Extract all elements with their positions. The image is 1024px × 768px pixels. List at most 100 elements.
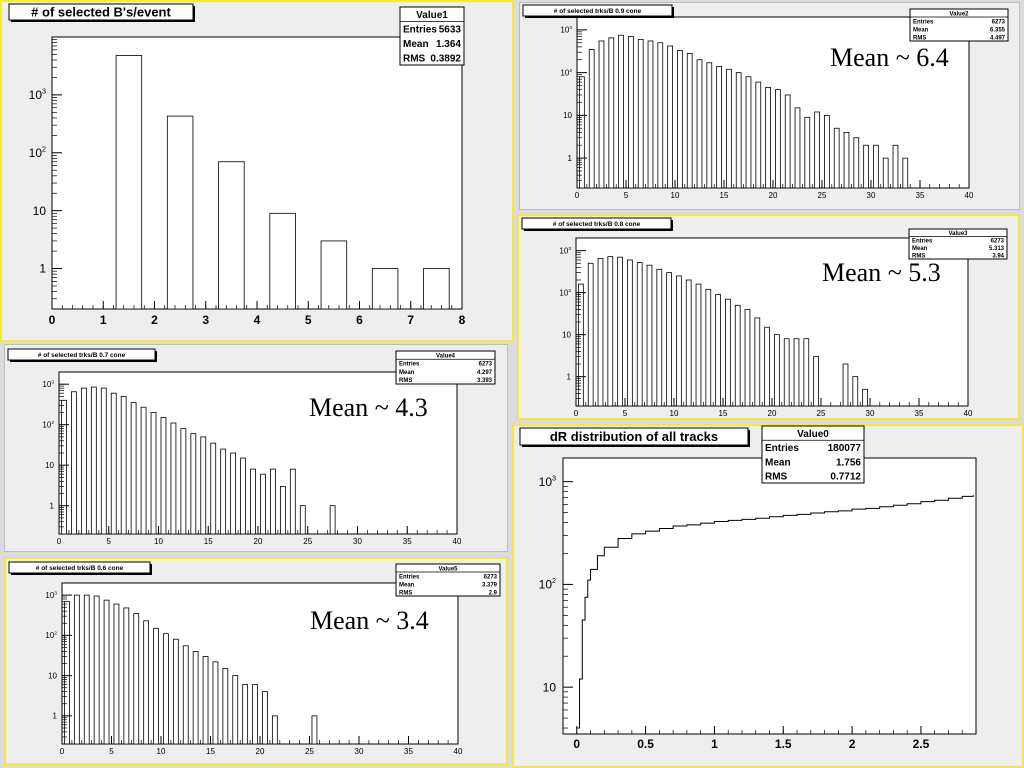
stats-label: Entries — [765, 443, 799, 454]
y-tick-label: 10 — [45, 461, 54, 470]
x-tick-label: 25 — [818, 191, 827, 200]
chart-p2: 0 5 10 15 20 25 30 35 40 1 10 102 103 # of selected t… — [522, 4, 1009, 200]
histogram-bar — [73, 594, 80, 745]
histogram-bar — [726, 68, 732, 189]
y-tick-label: 1 — [568, 154, 573, 163]
mean-annotation-p4: Mean ~ 4.3 — [309, 393, 428, 422]
histogram-bar — [646, 264, 653, 407]
histogram-bar — [617, 256, 623, 407]
histogram-bar — [271, 715, 278, 745]
histogram-bar — [647, 40, 654, 189]
stats-box — [399, 6, 465, 66]
stats-label: RMS — [399, 590, 412, 596]
y-tick-label: 10 — [48, 671, 57, 680]
x-tick-label: 0 — [60, 747, 65, 756]
histogram-bar — [150, 412, 157, 535]
x-tick-label: 6 — [356, 313, 363, 327]
histogram-bar — [765, 87, 771, 189]
chart-title: # of selected B's/event — [31, 5, 171, 20]
x-tick-label: 15 — [719, 409, 728, 418]
histogram-bar — [262, 691, 268, 745]
histogram-bar — [163, 633, 169, 745]
histogram-bar — [734, 304, 741, 407]
histogram-bar — [90, 386, 97, 535]
histogram-bar — [803, 338, 810, 407]
dr-distribution-line — [576, 495, 974, 729]
histogram-bar — [784, 94, 791, 189]
stats-label: Entries — [399, 574, 420, 580]
y-tick-label: 103 — [29, 87, 46, 102]
title-box — [7, 348, 156, 361]
stats-value: 5.313 — [989, 246, 1005, 252]
histogram-bar — [93, 595, 100, 745]
stats-label: Mean — [765, 457, 791, 468]
histogram-bar — [103, 599, 110, 745]
histogram-bar — [113, 603, 120, 745]
y-tick-label: 103 — [539, 473, 556, 488]
histogram-bar — [814, 111, 820, 189]
histogram-bar — [666, 272, 672, 407]
histogram-bar — [202, 656, 209, 745]
stats-label: Mean — [399, 370, 415, 376]
x-tick-label: 30 — [866, 409, 875, 418]
stats-name: Value2 — [949, 11, 969, 17]
histogram-bar — [588, 48, 595, 189]
x-tick-label: 40 — [454, 747, 463, 756]
histogram-bar — [71, 391, 77, 535]
histogram-bar — [153, 627, 159, 745]
stats-value: 3.393 — [477, 378, 493, 384]
stats-box — [761, 425, 865, 484]
histogram-bar — [824, 114, 830, 189]
x-tick-label: 40 — [453, 537, 462, 546]
histogram-bar — [882, 157, 889, 189]
histogram-bar — [657, 42, 664, 189]
histogram-bar — [578, 283, 584, 407]
histogram-bar — [180, 428, 187, 535]
chart-p1: 0 1 2 3 4 5 6 7 8 1 10 102 103 # of selected B's/even… — [8, 3, 466, 327]
x-tick-label: 20 — [769, 191, 778, 200]
x-tick-label: 35 — [915, 409, 924, 418]
histogram-bar — [160, 417, 167, 535]
x-tick-label: 2 — [151, 313, 158, 327]
x-tick-label: 30 — [867, 191, 876, 200]
histogram-bar — [716, 65, 722, 189]
stats-value: 6273 — [479, 362, 493, 368]
histogram-bar — [744, 308, 751, 407]
y-tick-label: 10 — [543, 680, 557, 694]
histogram-bar — [754, 317, 761, 407]
histogram-bar — [212, 661, 219, 745]
histogram-bar — [636, 262, 643, 407]
plot-frame — [562, 457, 977, 735]
histogram-bar — [289, 468, 296, 535]
stats-value: 3.94 — [992, 254, 1004, 260]
x-tick-label: 35 — [404, 747, 413, 756]
histogram-bar — [764, 326, 770, 407]
histogram-bar — [260, 473, 266, 535]
histogram-bar — [329, 505, 336, 535]
stats-value: 6273 — [484, 574, 498, 580]
histogram-bar — [220, 448, 227, 535]
histogram-bar — [423, 268, 450, 310]
stats-value: 1.364 — [436, 39, 461, 50]
x-tick-label: 2.5 — [913, 737, 930, 751]
histogram-bar — [705, 288, 712, 407]
x-tick-label: 5 — [107, 537, 112, 546]
chart-title: # of selected trks/B 0.7 cone — [38, 352, 126, 359]
histogram-bar — [250, 468, 256, 535]
histogram-bar — [222, 668, 229, 745]
histogram-bar — [143, 620, 150, 745]
x-tick-label: 15 — [720, 191, 729, 200]
histogram-bar — [843, 131, 850, 189]
histogram-bar — [269, 212, 296, 310]
histogram-bar — [83, 594, 90, 745]
x-tick-label: 4 — [254, 313, 261, 327]
histogram-bar — [842, 363, 849, 407]
stats-label: Entries — [912, 239, 933, 245]
stats-value: 6.355 — [990, 27, 1006, 33]
mean-annotation-p5: Mean ~ 3.4 — [310, 606, 429, 635]
histogram-bar — [166, 115, 194, 310]
histogram-bar — [628, 36, 634, 189]
stats-value: 4.297 — [477, 370, 493, 376]
histogram-bar — [813, 356, 819, 407]
histogram-bar — [725, 298, 731, 407]
